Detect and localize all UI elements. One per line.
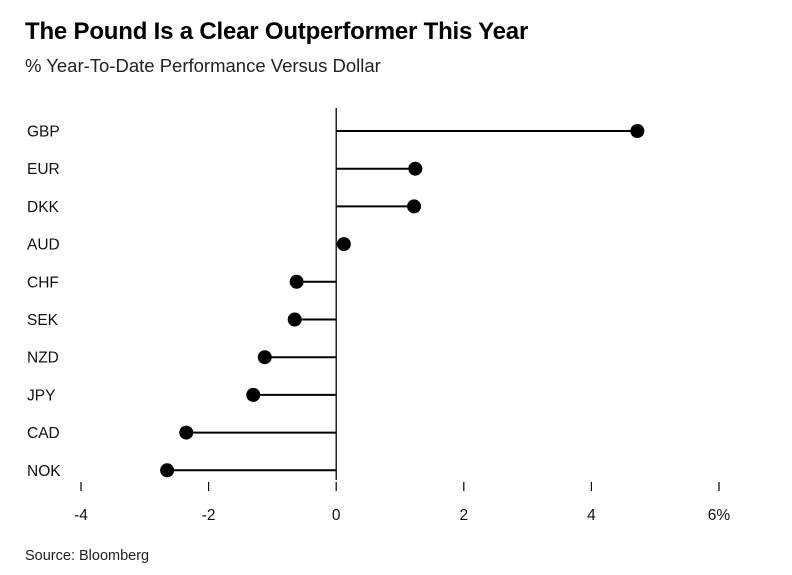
source-note: Source: Bloomberg xyxy=(25,548,150,564)
chart-title: The Pound Is a Clear Outperformer This Y… xyxy=(25,18,529,45)
dot-aud xyxy=(336,237,351,252)
dot-eur xyxy=(408,161,423,176)
category-label-cad: CAD xyxy=(27,425,60,442)
stems-layer xyxy=(167,130,638,472)
category-label-jpy: JPY xyxy=(27,387,55,404)
category-label-gbp: GBP xyxy=(27,124,60,141)
x-tick-label: 2 xyxy=(459,507,468,524)
x-axis: -4 -2 0 2 4 6% xyxy=(74,482,730,524)
category-labels: GBP EUR DKK AUD CHF SEK NZD JPY CAD NOK xyxy=(27,124,61,480)
category-label-sek: SEK xyxy=(27,312,59,329)
x-tick-label: 6% xyxy=(708,507,731,524)
dot-jpy xyxy=(246,387,261,402)
dot-nok xyxy=(160,463,175,478)
dot-dkk xyxy=(407,199,422,214)
category-label-nzd: NZD xyxy=(27,350,59,367)
dots-layer xyxy=(160,124,645,478)
x-tick-label: 4 xyxy=(587,507,596,524)
category-label-nok: NOK xyxy=(27,463,61,480)
dot-nzd xyxy=(257,350,272,365)
category-label-eur: EUR xyxy=(27,161,60,178)
category-label-aud: AUD xyxy=(27,237,60,254)
category-label-chf: CHF xyxy=(27,274,59,291)
x-tick-label: -4 xyxy=(74,507,88,524)
x-tick-label: -2 xyxy=(202,507,216,524)
dot-gbp xyxy=(630,124,645,138)
chart-subtitle: % Year-To-Date Performance Versus Dollar xyxy=(25,55,381,76)
category-label-dkk: DKK xyxy=(27,199,60,216)
dot-cad xyxy=(179,425,194,440)
dot-chf xyxy=(289,274,304,289)
x-tick-label: 0 xyxy=(332,507,341,524)
dot-sek xyxy=(287,312,302,327)
